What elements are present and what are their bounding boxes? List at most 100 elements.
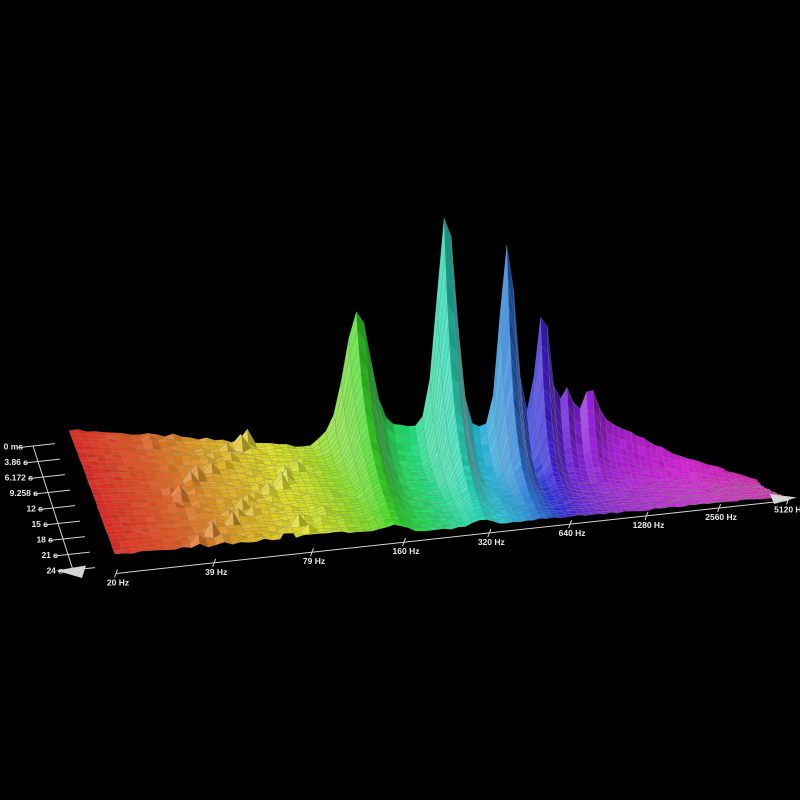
surface-cell: [70, 433, 82, 440]
time-tick-label: 3.86 s: [4, 457, 28, 467]
freq-tick-label: 5120 Hz: [774, 505, 800, 515]
time-tick: [48, 536, 85, 542]
freq-tick: [717, 503, 722, 513]
surface-cell: [348, 496, 358, 500]
surface-cell: [219, 470, 230, 475]
time-tick: [33, 489, 70, 495]
surface-cell: [251, 527, 261, 532]
surface-cell: [109, 447, 121, 453]
surface-cell: [557, 513, 566, 516]
surface-cell: [120, 545, 132, 550]
time-tick-label: 0 ms: [4, 442, 24, 452]
surface-cell: [228, 473, 239, 480]
surface-cell: [407, 465, 417, 470]
surface-cell: [525, 517, 534, 521]
surface-cell: [203, 512, 214, 521]
surface-cell: [155, 477, 166, 482]
surface-cell: [113, 502, 125, 509]
surface-cell: [149, 484, 161, 489]
surface-cell: [262, 535, 273, 541]
surface-cell: [411, 451, 421, 457]
surface-cell: [108, 442, 120, 449]
surface-cell: [260, 509, 271, 515]
surface-cell: [605, 496, 614, 500]
surface-cell: [133, 487, 145, 492]
surface-cell: [322, 524, 333, 530]
surface-cell: [122, 525, 133, 531]
surface-cell: [106, 483, 118, 490]
surface-cell: [719, 478, 727, 482]
surface-cell: [410, 443, 420, 453]
surface-cell: [104, 502, 116, 509]
surface-cell: [157, 527, 169, 532]
surface-cell: [97, 483, 109, 490]
surface-cell: [152, 449, 164, 452]
surface-cell: [563, 513, 573, 517]
freq-tick: [212, 558, 217, 567]
time-tick-label: 6.172 s: [5, 473, 34, 483]
surface-cell: [97, 461, 109, 466]
surface-cell: [671, 504, 680, 508]
surface-cell: [414, 527, 424, 532]
time-axis: 0 ms 3.86 s 6.172 s 9.258 s 12 s 15 s 18 s 21 s…: [4, 442, 95, 578]
surface-cell: [170, 515, 181, 521]
surface-cell: [101, 494, 113, 501]
surface-cell: [119, 494, 131, 501]
surface-cell: [128, 494, 139, 500]
surface-cell: [580, 487, 589, 491]
frequency-axis-line: [115, 500, 789, 574]
surface-cell: [350, 517, 360, 522]
surface-cell: [121, 548, 133, 554]
surface-cell: [119, 471, 131, 478]
surface-cell: [122, 480, 134, 485]
surface-cell: [148, 480, 159, 486]
surface-cell: [615, 460, 624, 468]
surface-cell: [217, 484, 228, 491]
surface-cell: [133, 509, 145, 516]
time-tick-label: 24 s: [46, 566, 63, 576]
surface-cell: [587, 410, 596, 427]
surface-cell: [677, 473, 686, 477]
surface-cell: [647, 507, 656, 511]
surface-cell: [130, 547, 142, 554]
time-tick: [43, 520, 80, 526]
time-tick: [23, 458, 60, 464]
time-tick-label: 12 s: [26, 504, 43, 514]
surface-cell: [68, 429, 80, 435]
surface-cell: [618, 426, 626, 441]
freq-tick-label: 1280 Hz: [633, 520, 665, 530]
surface-cell: [154, 472, 165, 478]
freq-tick: [402, 538, 406, 547]
surface-cell: [498, 520, 507, 524]
surface-cell: [128, 450, 140, 457]
surface-cell: [91, 467, 103, 475]
freq-tick: [568, 520, 573, 529]
surface-cell: [577, 513, 587, 516]
surface-cell: [132, 483, 144, 488]
surface-cell: [558, 491, 567, 494]
surface-cell: [589, 437, 598, 450]
freq-tick-label: 20 Hz: [107, 578, 129, 588]
time-tick: [18, 443, 55, 449]
surface-cell: [121, 477, 132, 482]
surface-cell: [683, 504, 691, 507]
surface-cell: [132, 461, 144, 467]
surface-cell: [238, 458, 249, 463]
surface-cell: [412, 495, 422, 501]
freq-tick: [310, 548, 314, 557]
surface-cell: [136, 517, 148, 523]
surface-cell: [104, 526, 116, 532]
surface-cell: [581, 508, 590, 511]
surface-cell: [340, 528, 350, 534]
time-tick: [38, 505, 75, 511]
surface-cell: [310, 481, 321, 484]
surface-cell: [597, 483, 606, 487]
surface-cell: [558, 515, 567, 519]
time-tick: [53, 551, 90, 557]
surface-cell: [296, 482, 306, 487]
surface-cell: [219, 489, 230, 494]
surface-cell: [564, 515, 573, 518]
surface-cell: [249, 522, 260, 529]
surface-cell: [129, 498, 141, 504]
surface-cell: [154, 451, 165, 458]
